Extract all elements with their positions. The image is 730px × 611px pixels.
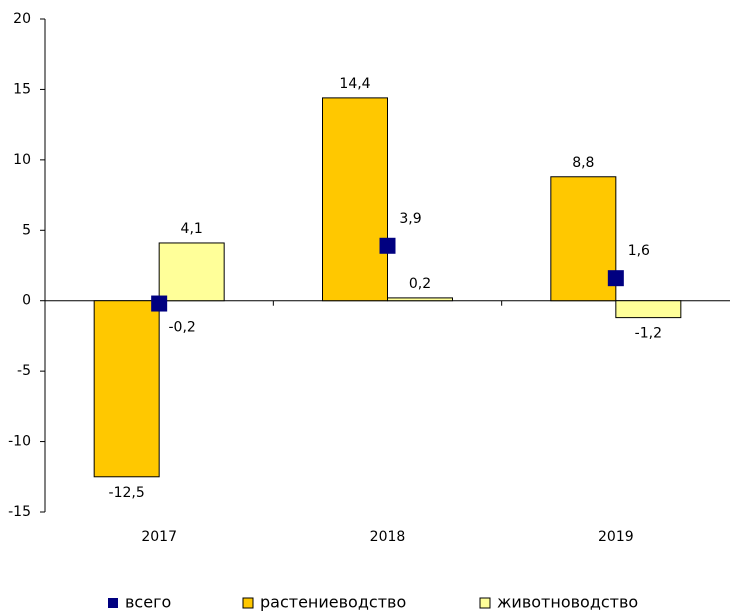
x-tick-label: 2019	[598, 529, 634, 545]
value-label: 8,8	[572, 155, 594, 171]
bar	[615, 300, 682, 319]
x-tick-label: 2018	[370, 529, 406, 545]
x-tick-label: 2017	[141, 529, 177, 545]
bar	[550, 176, 617, 302]
legend-label: всего	[125, 593, 171, 611]
value-label: -1,2	[635, 326, 662, 342]
marker	[379, 237, 396, 254]
bar	[387, 297, 453, 302]
bar	[93, 300, 160, 478]
legend-label: животноводство	[497, 593, 638, 611]
value-label: 4,1	[181, 221, 203, 237]
value-label: -12,5	[109, 485, 145, 501]
y-tick-label: -15	[8, 504, 31, 520]
value-label: 1,6	[628, 243, 650, 259]
value-label: 0,2	[409, 276, 431, 292]
marker	[151, 295, 168, 312]
legend-swatch	[108, 598, 118, 608]
y-tick-label: 10	[13, 152, 31, 168]
y-tick-label: -10	[8, 434, 31, 450]
y-tick-label: 20	[13, 11, 31, 27]
y-tick-label: -5	[17, 363, 31, 379]
legend-swatch	[479, 597, 491, 609]
value-label: 3,9	[399, 211, 421, 227]
bar	[158, 242, 225, 302]
legend-swatch	[242, 597, 254, 609]
value-label: -0,2	[169, 320, 196, 336]
marker	[607, 270, 624, 287]
y-tick-label: 0	[22, 293, 31, 309]
y-tick-label: 15	[13, 81, 31, 97]
y-tick-label: 5	[22, 222, 31, 238]
legend-label: растениеводство	[260, 593, 406, 611]
bar	[322, 97, 388, 302]
value-label: 14,4	[339, 76, 370, 92]
